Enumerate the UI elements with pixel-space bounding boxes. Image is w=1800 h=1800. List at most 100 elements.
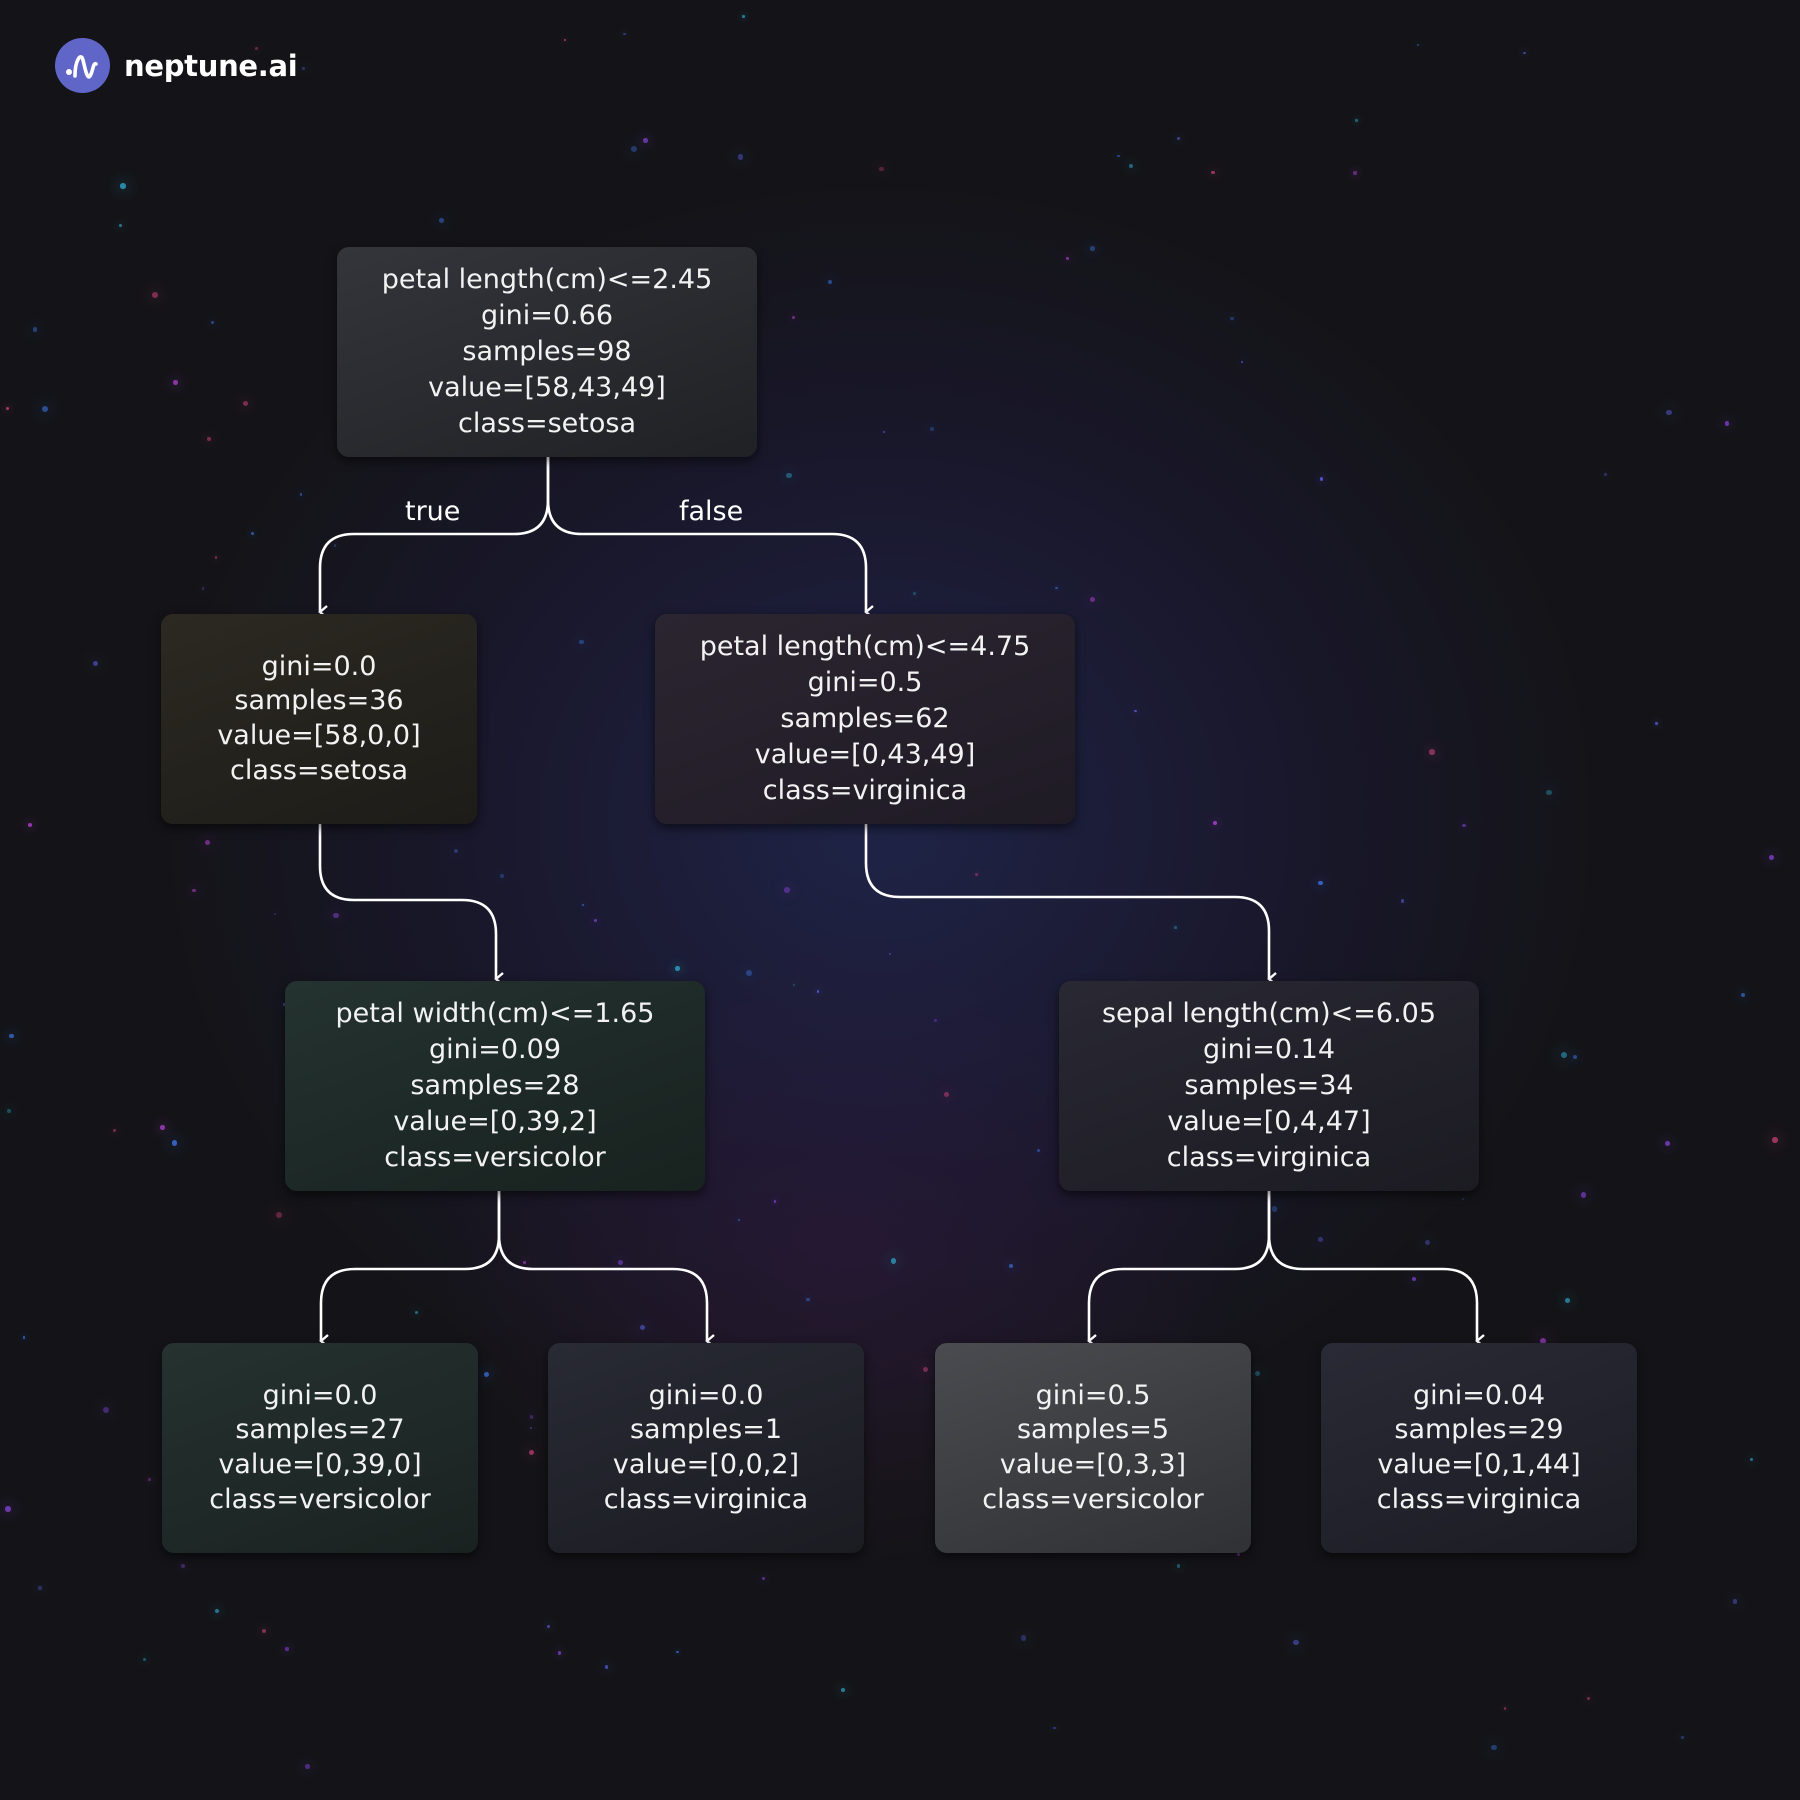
star-dot bbox=[1236, 1552, 1241, 1557]
star-dot bbox=[930, 427, 934, 431]
star-dot bbox=[1416, 43, 1420, 47]
star-dot bbox=[1174, 926, 1177, 929]
star-dot bbox=[643, 138, 648, 143]
star-dot bbox=[528, 1449, 535, 1456]
tree-node-right-split: petal length(cm)<=4.75 gini=0.5 samples=… bbox=[655, 614, 1075, 824]
node-samples: samples=28 bbox=[410, 1069, 580, 1101]
star-dot bbox=[1411, 1276, 1417, 1282]
star-dot bbox=[1540, 1337, 1546, 1344]
star-dot bbox=[1771, 1136, 1778, 1143]
edge-root-to-right bbox=[546, 457, 874, 619]
star-dot bbox=[1319, 477, 1324, 481]
star-dot bbox=[1090, 246, 1095, 251]
star-dot bbox=[675, 966, 680, 971]
star-dot bbox=[32, 326, 38, 332]
star-dot bbox=[1655, 722, 1658, 725]
node-gini: gini=0.0 bbox=[262, 1379, 378, 1411]
star-dot bbox=[816, 990, 819, 993]
star-dot bbox=[181, 1564, 186, 1569]
star-dot bbox=[774, 1200, 777, 1203]
node-split-condition: petal length(cm)<=2.45 bbox=[381, 263, 713, 295]
star-dot bbox=[793, 983, 796, 986]
star-dot bbox=[173, 380, 178, 385]
star-dot bbox=[579, 639, 584, 645]
star-dot bbox=[201, 587, 205, 590]
node-value: value=[58,43,49] bbox=[428, 372, 666, 404]
node-gini: gini=0.0 bbox=[648, 1379, 764, 1411]
star-dot bbox=[38, 1586, 42, 1590]
star-dot bbox=[1491, 1744, 1497, 1751]
star-dot bbox=[1523, 51, 1526, 55]
node-class: class=virginica bbox=[762, 775, 968, 807]
node-gini: gini=0.66 bbox=[481, 299, 613, 331]
star-dot bbox=[148, 1478, 152, 1481]
star-dot bbox=[1230, 316, 1234, 320]
star-dot bbox=[582, 904, 585, 907]
star-dot bbox=[299, 493, 303, 496]
star-dot bbox=[262, 1628, 267, 1633]
edge-right-to-sepal-length bbox=[864, 824, 1277, 986]
star-dot bbox=[206, 436, 211, 441]
node-samples: samples=29 bbox=[1394, 1414, 1564, 1446]
star-dot bbox=[9, 1033, 14, 1039]
node-gini: gini=0.14 bbox=[1203, 1033, 1335, 1065]
star-dot bbox=[1116, 154, 1120, 158]
star-dot bbox=[118, 223, 122, 227]
edge-sepal-length-to-right-leaf bbox=[1267, 1191, 1485, 1348]
node-class: class=versicolor bbox=[209, 1483, 431, 1515]
star-dot bbox=[6, 1109, 11, 1114]
star-dot bbox=[273, 912, 277, 916]
star-dot bbox=[142, 1657, 146, 1662]
star-dot bbox=[746, 969, 753, 976]
node-samples: samples=36 bbox=[234, 685, 404, 717]
node-gini: gini=0.5 bbox=[1035, 1379, 1151, 1411]
star-dot bbox=[546, 1624, 550, 1628]
star-dot bbox=[1665, 1140, 1671, 1146]
star-dot bbox=[529, 1426, 533, 1430]
node-gini: gini=0.5 bbox=[807, 666, 923, 698]
node-samples: samples=27 bbox=[235, 1414, 405, 1446]
tree-leaf-petal-width-left: gini=0.0 samples=27 value=[0,39,0] class… bbox=[162, 1343, 478, 1553]
star-dot bbox=[304, 1764, 310, 1769]
star-dot bbox=[623, 32, 626, 36]
star-dot bbox=[742, 15, 745, 18]
node-class: class=versicolor bbox=[384, 1142, 606, 1174]
star-dot bbox=[912, 591, 916, 595]
star-dot bbox=[1128, 163, 1133, 169]
node-gini: gini=0.04 bbox=[1413, 1379, 1545, 1411]
star-dot bbox=[1429, 749, 1435, 755]
node-class: class=virginica bbox=[1166, 1142, 1372, 1174]
star-dot bbox=[1254, 1370, 1260, 1376]
star-dot bbox=[6, 406, 10, 411]
star-dot bbox=[214, 556, 218, 559]
edge-petal-width-to-left-leaf bbox=[319, 1191, 501, 1348]
node-class: class=setosa bbox=[229, 754, 409, 786]
star-dot bbox=[1424, 1239, 1431, 1245]
brand-logo: neptune.ai bbox=[55, 38, 298, 93]
node-value: value=[0,4,47] bbox=[1167, 1106, 1371, 1138]
star-dot bbox=[453, 848, 459, 854]
node-value: value=[0,1,44] bbox=[1377, 1449, 1581, 1480]
star-dot bbox=[27, 822, 32, 827]
star-dot bbox=[529, 1415, 534, 1419]
node-gini: gini=0.09 bbox=[429, 1033, 561, 1065]
node-value: value=[0,43,49] bbox=[754, 739, 976, 771]
star-dot bbox=[1681, 1736, 1684, 1739]
star-dot bbox=[1724, 421, 1730, 426]
star-dot bbox=[41, 405, 48, 412]
star-dot bbox=[483, 1372, 489, 1378]
node-class: class=versicolor bbox=[982, 1483, 1204, 1515]
star-dot bbox=[191, 888, 196, 893]
edge-sepal-length-to-left-leaf bbox=[1087, 1191, 1271, 1348]
star-dot bbox=[806, 1297, 810, 1301]
star-dot bbox=[333, 544, 336, 547]
star-dot bbox=[943, 1092, 949, 1098]
star-dot bbox=[791, 316, 795, 320]
star-dot bbox=[275, 1211, 282, 1218]
star-dot bbox=[828, 280, 833, 285]
star-dot bbox=[761, 1576, 765, 1580]
star-dot bbox=[523, 1261, 526, 1264]
star-dot bbox=[414, 1311, 418, 1315]
star-dot bbox=[333, 912, 339, 919]
